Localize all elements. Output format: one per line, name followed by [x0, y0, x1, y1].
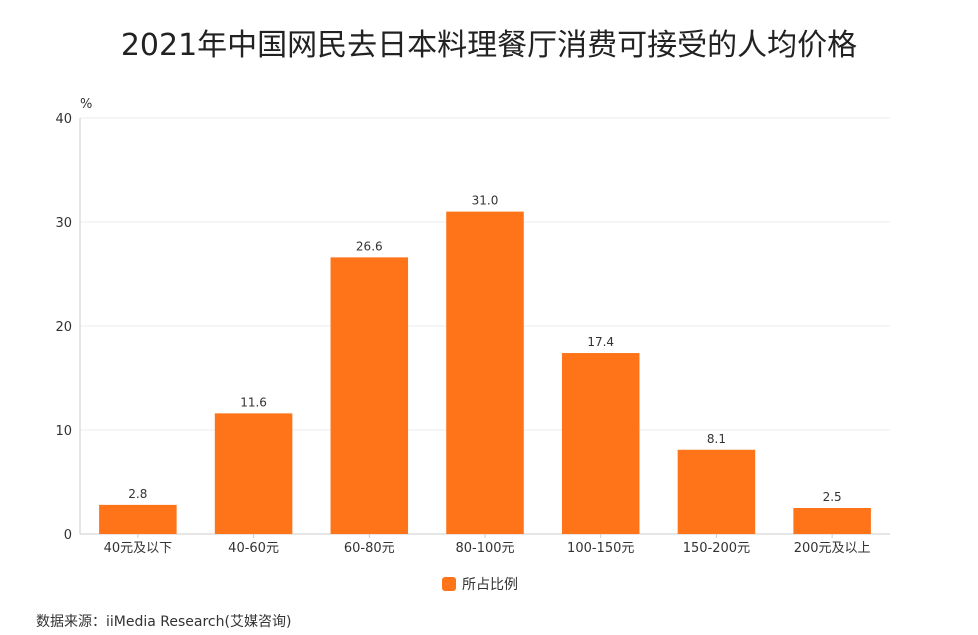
y-tick-label: 40 — [55, 112, 72, 127]
y-tick-label: 20 — [55, 320, 72, 335]
bar — [330, 257, 409, 534]
x-tick-label: 60-80元 — [344, 541, 395, 556]
data-label: 8.1 — [707, 432, 726, 446]
y-tick-label: 10 — [55, 424, 72, 439]
data-label: 26.6 — [356, 239, 383, 253]
bar — [677, 449, 756, 534]
legend-label: 所占比例 — [462, 577, 518, 593]
y-tick-label: 0 — [64, 528, 72, 543]
bar — [561, 353, 640, 534]
legend-swatch — [442, 577, 456, 591]
bar — [793, 508, 871, 534]
y-tick-label: 30 — [55, 216, 72, 231]
x-tick-label: 40-60元 — [228, 541, 279, 556]
source-note: 数据来源：iiMedia Research(艾媒咨询) — [36, 614, 292, 630]
labels: 0 10 20 30 40% 2.8 40元及以下 11.6 40-60元 26.6 60-80元 3… — [55, 97, 870, 556]
data-label: 2.8 — [128, 487, 147, 501]
x-tick-label: 150-200元 — [683, 541, 750, 556]
data-label: 17.4 — [587, 335, 614, 349]
bar — [446, 211, 524, 534]
bar — [214, 413, 293, 534]
bars — [99, 211, 871, 534]
y-axis-unit: % — [80, 97, 92, 112]
data-label: 31.0 — [472, 194, 499, 208]
chart-title: 2021年中国网民去日本料理餐厅消费可接受的人均价格 — [120, 28, 858, 63]
bar — [99, 504, 177, 534]
data-label: 11.6 — [240, 395, 267, 409]
data-label: 2.5 — [823, 490, 842, 504]
x-tick-label: 40元及以下 — [104, 541, 173, 556]
x-tick-label: 200元及以上 — [794, 541, 871, 556]
x-tick-label: 80-100元 — [455, 541, 514, 556]
legend[interactable]: 所占比例 — [442, 574, 518, 594]
x-tick-label: 100-150元 — [567, 541, 634, 556]
